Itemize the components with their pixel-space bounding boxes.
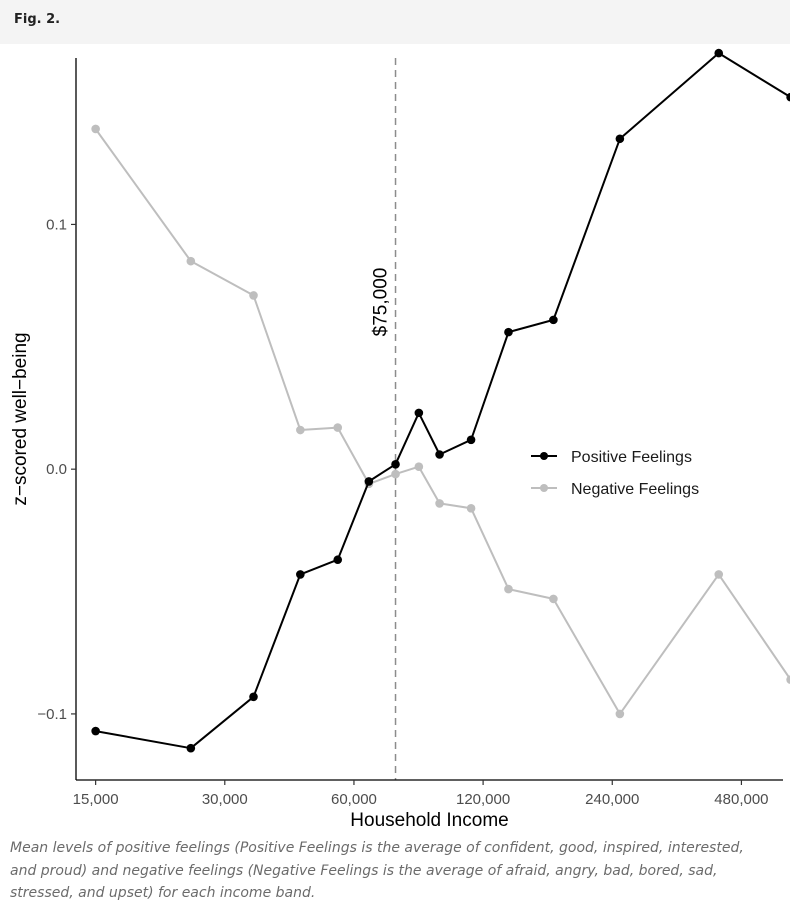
data-point-negative [296,425,305,435]
data-point-negative [186,256,196,266]
legend-swatch-negative-dot [540,484,548,492]
data-point-positive [391,459,400,469]
x-tick-label: 30,000 [202,791,248,808]
data-point-negative [435,499,444,508]
data-point-positive [435,450,444,459]
data-point-positive [91,726,100,736]
tick-layer: 15,000 30,000 60,000 120,000 240,000 480,000 −… [37,216,768,808]
data-point-negative [414,462,424,472]
figure-label: Fig. 2. [14,12,61,27]
data-point-negative [249,291,258,300]
legend-entry-negative: Negative Feelings [531,481,699,498]
data-point-negative [91,124,100,134]
y-tick-label: 0.1 [46,216,67,233]
figure-header: Fig. 2. [0,0,790,44]
legend-label-positive: Positive Feelings [571,449,692,466]
y-axis-title: z−scored well−being [10,332,31,505]
x-tick-label: 120,000 [456,791,510,808]
series-positive [91,48,790,753]
data-point-positive [714,48,724,58]
y-tick-label: 0.0 [46,461,67,478]
data-point-positive [414,408,424,418]
legend: Positive Feelings Negative Feelings [531,449,699,498]
data-point-negative [615,709,625,719]
legend-entry-positive: Positive Feelings [531,449,692,466]
legend-label-negative: Negative Feelings [571,481,699,498]
reference-line-label: $75,000 [371,268,392,337]
data-point-positive [249,692,258,702]
series-line-negative [94,128,790,715]
series-negative [91,124,790,719]
data-point-negative [333,423,343,432]
x-tick-label: 240,000 [585,791,639,808]
series-layer [91,48,790,753]
data-point-positive [333,555,343,565]
figure-caption: Mean levels of positive feelings (Positi… [10,840,744,901]
data-point-positive [786,92,790,102]
data-point-negative [391,469,400,479]
data-point-positive [504,327,513,337]
x-axis-title: Household Income [350,810,508,831]
data-point-positive [296,570,305,579]
y-tick-label: −0.1 [37,706,67,723]
data-point-positive [466,435,476,445]
x-tick-label: 15,000 [73,791,119,808]
data-point-negative [504,584,513,594]
data-point-negative [466,504,476,513]
legend-swatch-positive-dot [540,452,548,460]
data-point-negative [786,675,790,684]
x-tick-label: 60,000 [331,791,377,808]
data-point-negative [714,570,724,579]
x-tick-label: 480,000 [714,791,768,808]
axis-layer [75,58,783,781]
data-point-positive [364,477,374,486]
data-point-positive [549,315,558,325]
data-point-positive [615,134,625,144]
data-point-positive [186,743,196,753]
series-line-positive [95,52,790,750]
line-chart: 15,000 30,000 60,000 120,000 240,000 480,000 −… [10,48,790,831]
data-point-negative [549,594,558,604]
